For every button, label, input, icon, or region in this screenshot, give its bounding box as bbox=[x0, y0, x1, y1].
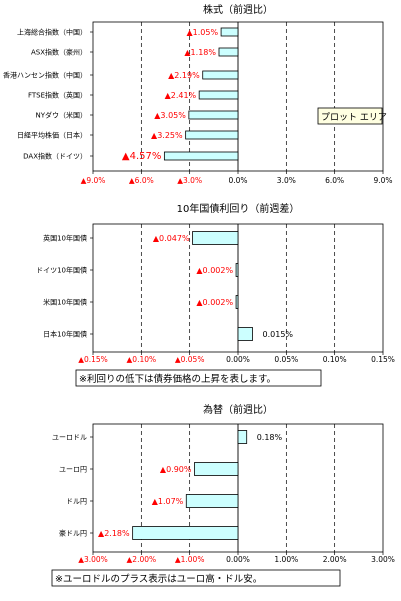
bar bbox=[235, 295, 239, 309]
tick-label: 0.15% bbox=[371, 355, 395, 364]
tick-label: 6.0% bbox=[325, 176, 344, 185]
data-label: ▲3.05% bbox=[154, 111, 186, 120]
category-label: ユーロ円 bbox=[59, 466, 87, 474]
category-label: FTSE指数（英国） bbox=[28, 91, 87, 100]
tick-label: ▲2.00% bbox=[127, 555, 157, 564]
note-box bbox=[51, 569, 341, 587]
category-label: 上海総合指数（中国） bbox=[17, 28, 87, 37]
category-label: 豪ドル円 bbox=[59, 529, 87, 538]
category-label: ドイツ10年国債 bbox=[36, 266, 87, 275]
bar bbox=[194, 462, 239, 476]
data-label: 0.18% bbox=[257, 433, 283, 442]
tick-label: ▲0.15% bbox=[78, 355, 108, 364]
chart-title: 株式（前週比） bbox=[203, 3, 273, 16]
tick-label: ▲6.0% bbox=[129, 176, 154, 185]
stock-chart: 株式（前週比） ▲9.0% ▲6.0% ▲3.0% 0.0% 3.0% 6.0% 9.0% 上海… bbox=[3, 3, 393, 185]
data-label: ▲0.002% bbox=[196, 298, 233, 307]
tick-label: ▲3.0% bbox=[177, 176, 202, 185]
tick-label: 0.10% bbox=[323, 355, 347, 364]
bar bbox=[163, 151, 239, 161]
tick-label: 3.00% bbox=[371, 555, 395, 564]
chart-title: 10年国債利回り（前週差） bbox=[177, 202, 300, 215]
data-label: ▲1.18% bbox=[184, 48, 216, 57]
bar bbox=[185, 494, 239, 508]
category-label: ユーロドル bbox=[52, 434, 87, 442]
tick-label: ▲3.00% bbox=[78, 555, 108, 564]
category-label: NYダウ（米国） bbox=[35, 111, 87, 120]
fx-chart: 為替（前週比） ▲3.00% ▲2.00% ▲1.00% 0.00% 1.00% 2.00%… bbox=[51, 403, 395, 587]
category-label: ドル円 bbox=[66, 498, 87, 506]
data-label: ▲1.05% bbox=[187, 28, 219, 37]
tick-label: ▲0.05% bbox=[175, 355, 205, 364]
note-box bbox=[75, 369, 322, 387]
bar bbox=[218, 47, 239, 57]
data-label: ▲2.18% bbox=[98, 529, 130, 538]
bar bbox=[185, 130, 239, 140]
data-label: ▲1.07% bbox=[152, 497, 184, 506]
data-label: ▲0.90% bbox=[160, 465, 192, 474]
tick-label: 0.00% bbox=[226, 355, 250, 364]
category-label: 米国10年国債 bbox=[43, 298, 87, 307]
bar bbox=[220, 27, 239, 37]
bar bbox=[202, 70, 239, 80]
data-label: ▲3.25% bbox=[151, 131, 183, 140]
data-label: ▲4.57% bbox=[122, 151, 161, 162]
tick-label: 2.00% bbox=[323, 555, 347, 564]
category-label: 香港ハンセン指数（中国） bbox=[3, 71, 87, 80]
plot-area-tooltip-text: プロット エリア bbox=[321, 112, 387, 123]
data-label: ▲0.002% bbox=[196, 266, 233, 275]
bar bbox=[198, 90, 239, 100]
tick-label: 0.05% bbox=[274, 355, 298, 364]
chart-title: 為替（前週比） bbox=[203, 403, 273, 416]
data-label: ▲2.19% bbox=[168, 71, 200, 80]
category-label: DAX指数（ドイツ） bbox=[23, 152, 87, 161]
tick-label: 0.0% bbox=[228, 176, 247, 185]
plot-area-tooltip bbox=[317, 107, 383, 125]
category-label: 英国10年国債 bbox=[43, 234, 87, 243]
note-text: ※利回りの低下は債券価格の上昇を表します。 bbox=[79, 373, 276, 385]
category-label: 日本10年国債 bbox=[43, 330, 87, 339]
category-label: ASX指数（豪州） bbox=[31, 48, 87, 57]
tick-label: 3.0% bbox=[277, 176, 296, 185]
tick-label: 9.0% bbox=[373, 176, 392, 185]
data-label: 0.015% bbox=[263, 330, 294, 339]
data-label: ▲0.047% bbox=[153, 234, 190, 243]
bar bbox=[235, 263, 239, 277]
bar bbox=[188, 110, 239, 120]
bar bbox=[192, 231, 239, 245]
tick-label: 0.00% bbox=[226, 555, 250, 564]
data-label: ▲2.41% bbox=[165, 91, 197, 100]
bar bbox=[237, 327, 253, 341]
tick-label: ▲0.10% bbox=[127, 355, 157, 364]
category-label: 日経平均株価（日本） bbox=[17, 131, 87, 140]
tick-label: 1.00% bbox=[274, 555, 298, 564]
tick-label: ▲9.0% bbox=[81, 176, 106, 185]
bar bbox=[237, 430, 248, 444]
tick-label: ▲1.00% bbox=[175, 555, 205, 564]
bond-yield-chart: 10年国債利回り（前週差） ▲0.15% ▲0.10% ▲0.05% 0.00% 0.05… bbox=[36, 202, 395, 387]
note-text: ※ユーロドルのプラス表示はユーロ高・ドル安。 bbox=[55, 573, 262, 585]
bar bbox=[132, 526, 239, 540]
